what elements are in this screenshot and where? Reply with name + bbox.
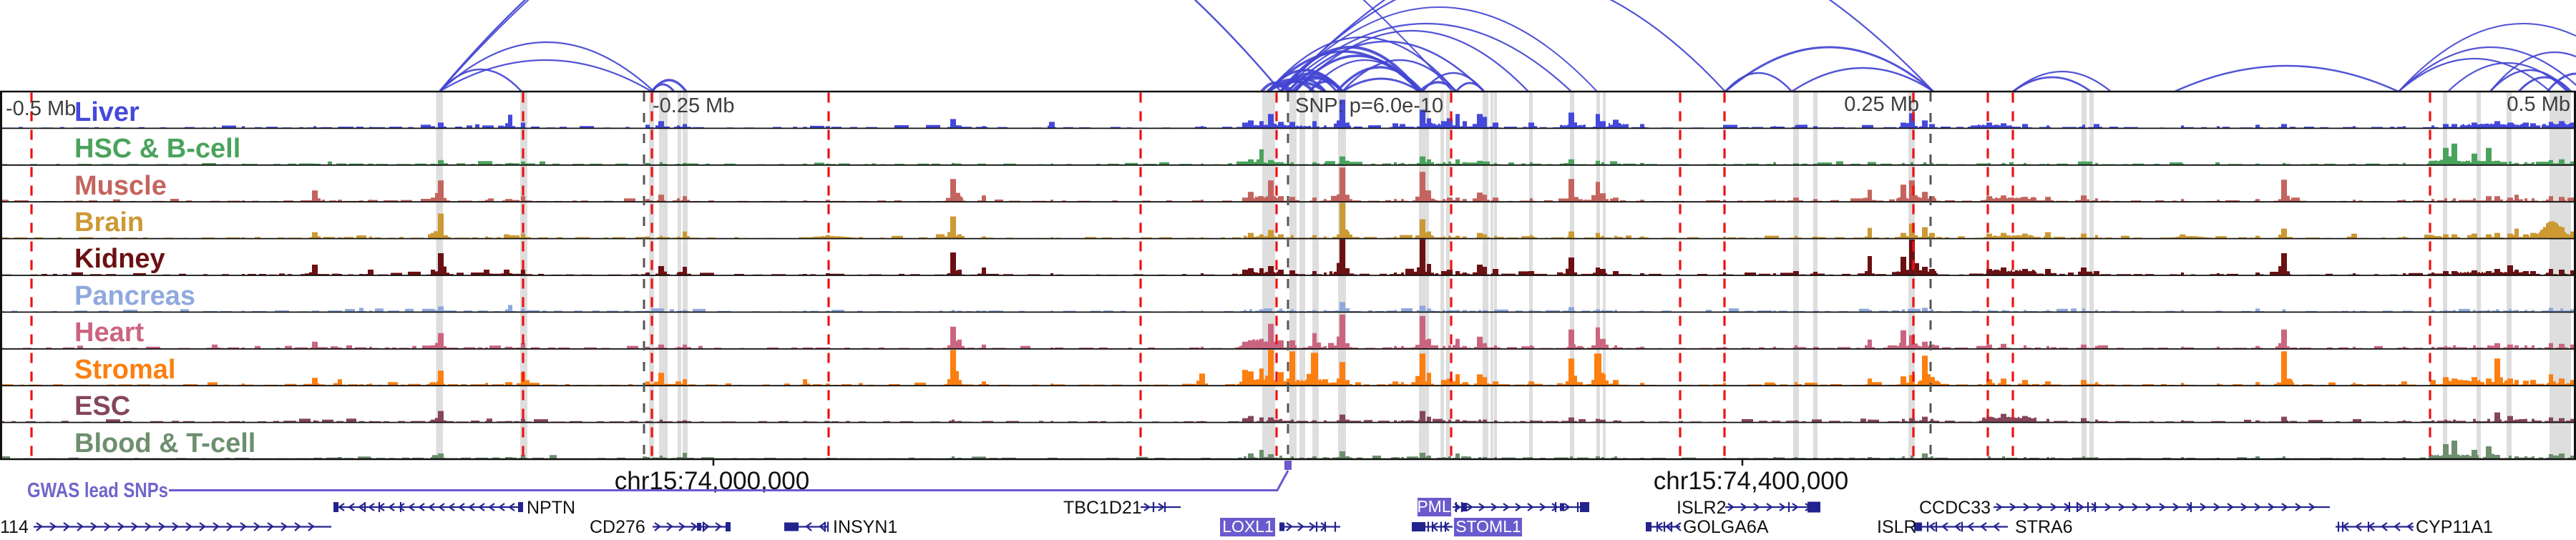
svg-text:STRA6: STRA6 [2015, 517, 2073, 536]
svg-text:PML: PML [1417, 497, 1451, 516]
svg-text:LOXL1: LOXL1 [1222, 517, 1274, 536]
svg-text:HSC & B-cell: HSC & B-cell [74, 134, 240, 164]
svg-text:STOML1: STOML1 [1455, 517, 1521, 536]
svg-text:Muscle: Muscle [74, 171, 167, 201]
svg-text:GWAS lead SNPs: GWAS lead SNPs [27, 479, 168, 502]
svg-text:ESC: ESC [74, 391, 130, 421]
svg-text:CYP11A1: CYP11A1 [2416, 517, 2493, 536]
svg-text:CD276: CD276 [590, 517, 645, 536]
svg-text:ISLR: ISLR [1877, 517, 1917, 536]
svg-text:Stromal: Stromal [74, 355, 175, 385]
svg-text:Blood & T-cell: Blood & T-cell [74, 428, 255, 458]
svg-text:0.25 Mb: 0.25 Mb [1844, 93, 1919, 116]
svg-text:-0.5 Mb: -0.5 Mb [6, 97, 76, 120]
svg-text:NPTN: NPTN [527, 498, 575, 518]
svg-text:Brain: Brain [74, 207, 144, 237]
svg-text:INSYN1: INSYN1 [833, 517, 897, 536]
svg-text:GOLGA6A: GOLGA6A [1683, 517, 1769, 536]
svg-text:Pancreas: Pancreas [74, 281, 195, 311]
svg-text:ISLR2: ISLR2 [1677, 498, 1726, 518]
svg-text:chr15:74,400,000: chr15:74,400,000 [1654, 467, 1848, 495]
svg-text:Liver: Liver [74, 97, 140, 127]
svg-text:Heart: Heart [74, 318, 144, 348]
svg-text:TBC1D21: TBC1D21 [1063, 498, 1142, 518]
svg-text:Kidney: Kidney [74, 244, 165, 274]
svg-text:0.5 Mb: 0.5 Mb [2507, 93, 2570, 116]
svg-text:CCDC33: CCDC33 [1919, 498, 1991, 518]
svg-text:-0.25 Mb: -0.25 Mb [653, 94, 734, 117]
svg-text:114: 114 [0, 517, 29, 536]
svg-text:SNP: p=6.0e-10: SNP: p=6.0e-10 [1295, 94, 1443, 117]
